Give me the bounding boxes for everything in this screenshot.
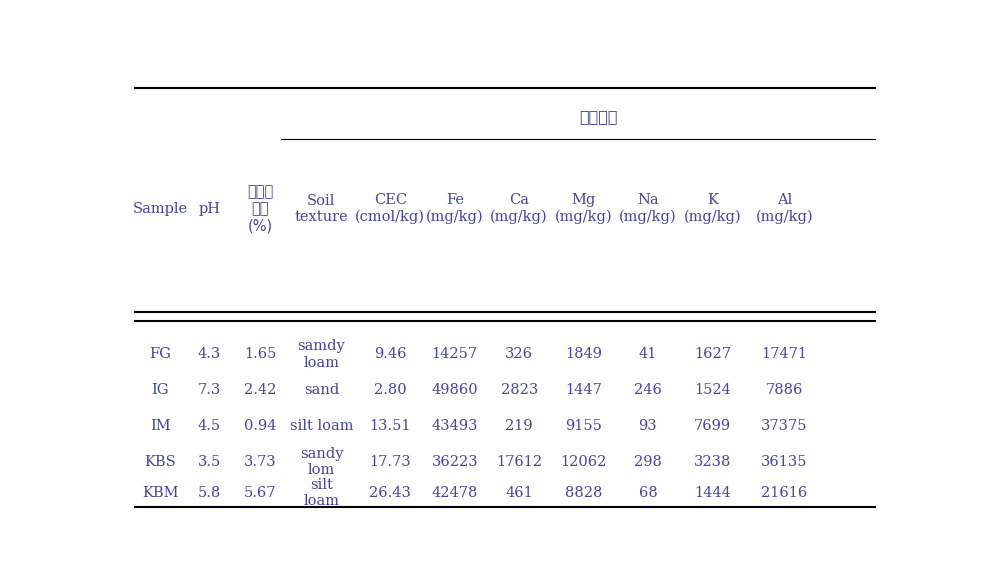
Text: 7.3: 7.3 [198,384,222,398]
Text: pH: pH [199,202,221,216]
Text: 36135: 36135 [762,455,808,469]
Text: 298: 298 [634,455,662,469]
Text: 246: 246 [634,384,662,398]
Text: silt
loam: silt loam [304,478,339,509]
Text: Ca
(mg/kg): Ca (mg/kg) [491,193,548,224]
Text: 5.67: 5.67 [244,487,276,501]
Text: Fe
(mg/kg): Fe (mg/kg) [426,193,484,224]
Text: FG: FG [149,347,171,361]
Text: 41: 41 [639,347,657,361]
Text: 68: 68 [639,487,658,501]
Text: 37375: 37375 [762,419,808,433]
Text: sand: sand [304,384,339,398]
Text: 17612: 17612 [496,455,542,469]
Text: 1849: 1849 [565,347,602,361]
Text: 9.46: 9.46 [374,347,406,361]
Text: 13.51: 13.51 [370,419,411,433]
Text: Soil
texture: Soil texture [295,194,348,224]
Text: silt loam: silt loam [290,419,353,433]
Text: 시험항목: 시험항목 [580,109,618,125]
Text: 17.73: 17.73 [370,455,411,469]
Text: 3.73: 3.73 [243,455,276,469]
Text: Na
(mg/kg): Na (mg/kg) [619,193,676,224]
Text: IG: IG [151,384,169,398]
Text: 1.65: 1.65 [244,347,276,361]
Text: 2.80: 2.80 [374,384,406,398]
Text: 219: 219 [505,419,533,433]
Text: 5.8: 5.8 [198,487,222,501]
Text: 1524: 1524 [694,384,731,398]
Text: 4.5: 4.5 [198,419,221,433]
Text: 1627: 1627 [693,347,731,361]
Text: 93: 93 [639,419,658,433]
Text: 3.5: 3.5 [198,455,222,469]
Text: 4.3: 4.3 [198,347,222,361]
Text: Sample: Sample [133,202,188,216]
Text: sandy
lom: sandy lom [300,447,343,477]
Text: 26.43: 26.43 [370,487,411,501]
Text: 8828: 8828 [565,487,602,501]
Text: 17471: 17471 [762,347,807,361]
Text: 1444: 1444 [694,487,731,501]
Text: 49860: 49860 [431,384,478,398]
Text: 14257: 14257 [431,347,478,361]
Text: 43493: 43493 [431,419,478,433]
Text: K
(mg/kg): K (mg/kg) [683,193,741,224]
Text: samdy
loam: samdy loam [298,339,345,370]
Text: 3238: 3238 [693,455,731,469]
Text: Al
(mg/kg): Al (mg/kg) [756,193,813,224]
Text: KBM: KBM [142,487,179,501]
Text: CEC
(cmol/kg): CEC (cmol/kg) [355,193,425,224]
Text: 7699: 7699 [693,419,731,433]
Text: 1447: 1447 [565,384,602,398]
Text: Mg
(mg/kg): Mg (mg/kg) [555,193,612,224]
Text: 12062: 12062 [561,455,606,469]
Text: 2.42: 2.42 [244,384,276,398]
Text: KBS: KBS [144,455,176,469]
Text: 7886: 7886 [765,384,803,398]
Text: IM: IM [150,419,171,433]
Text: 9155: 9155 [565,419,602,433]
Text: 2823: 2823 [500,384,538,398]
Text: 461: 461 [505,487,533,501]
Text: 42478: 42478 [431,487,478,501]
Text: 36223: 36223 [431,455,478,469]
Text: 유기물
함량
(%): 유기물 함량 (%) [247,184,273,233]
Text: 326: 326 [505,347,533,361]
Text: 21616: 21616 [762,487,807,501]
Text: 0.94: 0.94 [244,419,276,433]
